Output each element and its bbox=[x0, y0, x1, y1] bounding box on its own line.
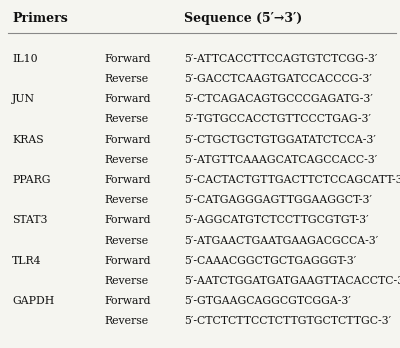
Text: 5′-CTGCTGCTGTGGATATCTCCA-3′: 5′-CTGCTGCTGTGGATATCTCCA-3′ bbox=[184, 135, 376, 145]
Text: Reverse: Reverse bbox=[104, 74, 148, 84]
Text: 5′-CACTACTGTTGACTTCTCCAGCATT-3′: 5′-CACTACTGTTGACTTCTCCAGCATT-3′ bbox=[184, 175, 400, 185]
Text: 5′-AGGCATGTCTCCTTGCGTGT-3′: 5′-AGGCATGTCTCCTTGCGTGT-3′ bbox=[184, 215, 369, 226]
Text: PPARG: PPARG bbox=[12, 175, 50, 185]
Text: 5′-CTCTCTTCCTCTTGTGCTCTTGC-3′: 5′-CTCTCTTCCTCTTGTGCTCTTGC-3′ bbox=[184, 316, 391, 326]
Text: 5′-GACCTCAAGTGATCCACCCG-3′: 5′-GACCTCAAGTGATCCACCCG-3′ bbox=[184, 74, 372, 84]
Text: Reverse: Reverse bbox=[104, 114, 148, 125]
Text: 5′-GTGAAGCAGGCGTCGGA-3′: 5′-GTGAAGCAGGCGTCGGA-3′ bbox=[184, 296, 351, 306]
Text: Forward: Forward bbox=[104, 215, 150, 226]
Text: Forward: Forward bbox=[104, 296, 150, 306]
Text: 5′-TGTGCCACCTGTTCCCTGAG-3′: 5′-TGTGCCACCTGTTCCCTGAG-3′ bbox=[184, 114, 371, 125]
Text: Forward: Forward bbox=[104, 135, 150, 145]
Text: 5′-ATGTTCAAAGCATCAGCCACC-3′: 5′-ATGTTCAAAGCATCAGCCACC-3′ bbox=[184, 155, 377, 165]
Text: 5′-CAAACGGCTGCTGAGGGT-3′: 5′-CAAACGGCTGCTGAGGGT-3′ bbox=[184, 256, 356, 266]
Text: Sequence (5′→3′): Sequence (5′→3′) bbox=[184, 12, 302, 25]
Text: 5′-CTCAGACAGTGCCCGAGATG-3′: 5′-CTCAGACAGTGCCCGAGATG-3′ bbox=[184, 94, 373, 104]
Text: Reverse: Reverse bbox=[104, 236, 148, 246]
Text: Reverse: Reverse bbox=[104, 276, 148, 286]
Text: 5′-AATCTGGATGATGAAGTTACACCTC-3′: 5′-AATCTGGATGATGAAGTTACACCTC-3′ bbox=[184, 276, 400, 286]
Text: 5′-ATGAACTGAATGAAGACGCCA-3′: 5′-ATGAACTGAATGAAGACGCCA-3′ bbox=[184, 236, 378, 246]
Text: 5′-CATGAGGGAGTTGGAAGGCT-3′: 5′-CATGAGGGAGTTGGAAGGCT-3′ bbox=[184, 195, 372, 205]
Text: Forward: Forward bbox=[104, 54, 150, 64]
Text: GAPDH: GAPDH bbox=[12, 296, 54, 306]
Text: Primers: Primers bbox=[12, 12, 68, 25]
Text: Reverse: Reverse bbox=[104, 155, 148, 165]
Text: 5′-ATTCACCTTCCAGTGTCTCGG-3′: 5′-ATTCACCTTCCAGTGTCTCGG-3′ bbox=[184, 54, 377, 64]
Text: Forward: Forward bbox=[104, 256, 150, 266]
Text: IL10: IL10 bbox=[12, 54, 38, 64]
Text: Forward: Forward bbox=[104, 175, 150, 185]
Text: Reverse: Reverse bbox=[104, 316, 148, 326]
Text: Forward: Forward bbox=[104, 94, 150, 104]
Text: JUN: JUN bbox=[12, 94, 35, 104]
Text: Reverse: Reverse bbox=[104, 195, 148, 205]
Text: TLR4: TLR4 bbox=[12, 256, 42, 266]
Text: KRAS: KRAS bbox=[12, 135, 44, 145]
Text: STAT3: STAT3 bbox=[12, 215, 48, 226]
